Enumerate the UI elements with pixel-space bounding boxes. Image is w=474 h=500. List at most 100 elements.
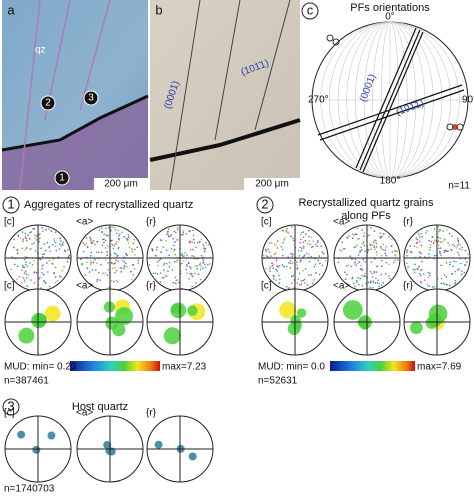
orientation-dot <box>49 250 51 252</box>
orientation-dot <box>104 227 107 230</box>
orientation-dot <box>344 271 346 273</box>
orientation-cluster <box>188 452 197 461</box>
orientation-dot <box>439 247 442 249</box>
orientation-dot <box>82 242 85 244</box>
orientation-dot <box>46 241 49 244</box>
orientation-dot <box>384 249 387 251</box>
orientation-dot <box>269 270 271 273</box>
orientation-dot <box>48 285 51 288</box>
orientation-dot <box>123 264 126 267</box>
fracture <box>1 94 149 152</box>
orientation-dot <box>39 277 41 279</box>
orientation-dot <box>370 261 373 263</box>
orientation-dot <box>284 230 287 232</box>
orientation-dot <box>110 261 113 264</box>
orientation-dot <box>376 281 379 284</box>
section-title: Host quartz <box>72 401 128 413</box>
section-badge <box>256 196 274 214</box>
density-blob <box>428 304 448 324</box>
orientation-dot <box>428 253 430 255</box>
orientation-dot <box>461 270 463 272</box>
orientation-dot <box>348 235 350 237</box>
orientation-dot <box>186 265 188 267</box>
orientation-dot <box>35 235 38 237</box>
pf-plane <box>317 27 465 173</box>
orientation-dot <box>443 274 446 277</box>
orientation-dot <box>310 274 313 276</box>
orientation-dot <box>204 248 207 250</box>
orientation-dot <box>54 281 57 284</box>
orientation-dot <box>302 269 304 272</box>
orientation-dot <box>273 253 275 256</box>
orientation-dot <box>357 238 359 240</box>
orientation-dot <box>353 246 356 249</box>
orientation-dot <box>382 248 384 251</box>
orientation-dot <box>53 240 56 242</box>
orientation-dot <box>194 265 196 268</box>
orientation-dot <box>181 254 184 256</box>
orientation-dot <box>439 237 441 240</box>
orientation-dot <box>397 259 399 261</box>
axis-label: <a> <box>76 281 93 292</box>
orientation-dot <box>301 232 303 234</box>
orientation-dot <box>312 282 314 285</box>
orientation-dot <box>451 249 453 252</box>
orientation-dot <box>428 274 431 277</box>
orientation-dot <box>302 231 305 233</box>
orientation-dot <box>166 231 169 234</box>
orientation-cluster <box>154 440 163 449</box>
orientation-dot <box>297 249 300 252</box>
scale-label: 200 μm <box>104 179 138 190</box>
orientation-dot <box>48 245 51 248</box>
mud-max: max=7.69 <box>417 362 462 373</box>
orientation-dot <box>200 265 202 267</box>
orientation-dot <box>447 242 449 244</box>
orientation-dot <box>378 282 380 285</box>
orientation-dot <box>112 247 115 250</box>
orientation-dot <box>418 234 420 236</box>
orientation-dot <box>369 244 372 247</box>
orientation-dot <box>364 250 367 252</box>
orientation-dot <box>172 281 175 284</box>
orientation-dot <box>375 246 378 248</box>
orientation-dot <box>430 240 433 243</box>
orientation-dot <box>156 246 159 248</box>
orientation-dot <box>171 269 174 271</box>
orientation-dot <box>385 254 387 257</box>
orientation-dot <box>137 259 140 262</box>
orientation-dot <box>123 235 126 238</box>
orientation-dot <box>357 254 360 256</box>
orientation-dot <box>444 283 446 286</box>
orientation-dot <box>16 278 18 280</box>
orientation-dot <box>48 259 51 262</box>
scale-box <box>94 178 148 190</box>
orientation-dot <box>271 264 274 267</box>
orientation-dot <box>265 255 268 257</box>
orientation-dot <box>302 236 305 238</box>
orientation-dot <box>189 248 192 251</box>
orientation-dot <box>354 258 357 261</box>
orientation-dot <box>300 280 303 282</box>
orientation-dot <box>96 278 99 281</box>
orientation-dot <box>305 233 307 235</box>
orientation-dot <box>454 270 456 273</box>
orientation-dot <box>426 283 429 286</box>
orientation-dot <box>380 284 383 286</box>
orientation-dot <box>39 258 42 261</box>
orientation-dot <box>388 275 390 277</box>
orientation-dot <box>41 267 43 270</box>
orientation-dot <box>354 233 357 235</box>
orientation-dot <box>113 244 116 247</box>
orientation-dot <box>180 262 183 265</box>
orientation-dot <box>305 252 308 255</box>
orientation-dot <box>388 263 390 265</box>
orientation-dot <box>466 261 468 263</box>
orientation-dot <box>311 245 314 248</box>
orientation-dot <box>438 250 441 253</box>
orientation-dot <box>166 233 168 236</box>
orientation-dot <box>21 247 23 250</box>
orientation-dot <box>317 259 320 262</box>
orientation-dot <box>343 247 346 250</box>
orientation-dot <box>419 256 421 258</box>
orientation-dot <box>453 245 456 247</box>
